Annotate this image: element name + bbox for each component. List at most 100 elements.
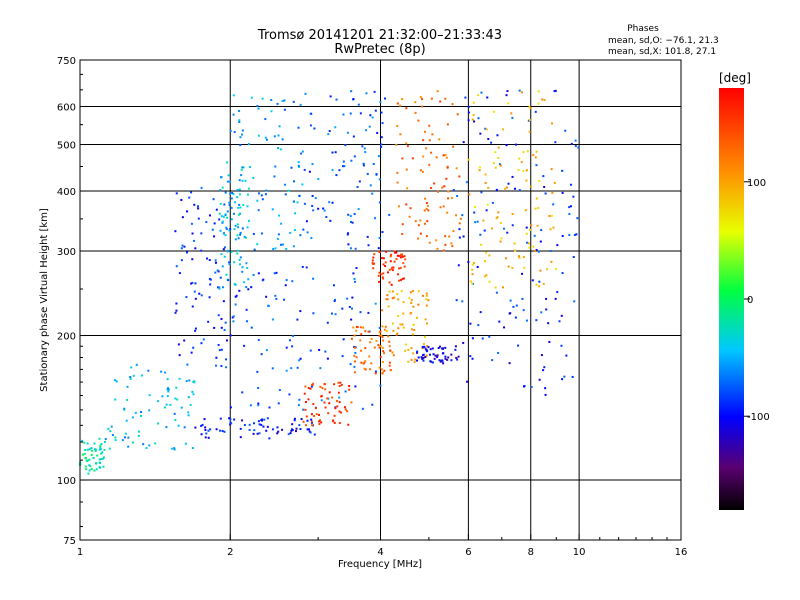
scatter-point [240, 174, 243, 177]
scatter-point [410, 358, 413, 361]
scatter-point [434, 354, 437, 357]
scatter-point [331, 201, 334, 204]
scatter-point [297, 126, 300, 129]
scatter-point [367, 244, 370, 247]
scatter-point [131, 416, 134, 419]
scatter-point [399, 133, 402, 136]
scatter-point [318, 423, 321, 426]
scatter-point [239, 206, 242, 209]
scatter-point [303, 392, 306, 395]
scatter-point [390, 267, 393, 270]
scatter-point [556, 291, 559, 294]
scatter-point [401, 277, 404, 280]
scatter-point [249, 404, 252, 407]
scatter-point [543, 98, 546, 101]
scatter-point [414, 358, 417, 361]
scatter-point [94, 448, 97, 451]
scatter-point [252, 432, 255, 435]
scatter-point [301, 265, 304, 268]
scatter-point [218, 287, 221, 290]
scatter-point [239, 256, 242, 259]
scatter-point [174, 230, 177, 233]
scatter-point [402, 312, 405, 315]
scatter-point [532, 245, 535, 248]
scatter-point [553, 90, 556, 93]
scatter-point [425, 207, 428, 210]
scatter-point [243, 281, 246, 284]
scatter-point [406, 145, 409, 148]
scatter-point [297, 161, 300, 164]
scatter-point [525, 169, 528, 172]
scatter-point [142, 443, 145, 446]
scatter-point [511, 175, 514, 178]
scatter-point [234, 283, 237, 286]
scatter-point [454, 348, 457, 351]
scatter-point [192, 380, 195, 383]
scatter-point [181, 216, 184, 219]
scatter-point [349, 247, 352, 250]
scatter-point [382, 350, 385, 353]
scatter-point [353, 365, 356, 368]
scatter-point [551, 122, 554, 125]
scatter-point [305, 220, 308, 223]
scatter-point [283, 183, 286, 186]
scatter-point [229, 423, 232, 426]
scatter-point [303, 168, 306, 171]
scatter-point [148, 409, 151, 412]
scatter-point [223, 329, 226, 332]
scatter-point [229, 129, 232, 132]
scatter-point [348, 385, 351, 388]
scatter-point [335, 174, 338, 177]
scatter-point [293, 180, 296, 183]
scatter-point [380, 334, 383, 337]
scatter-point [337, 391, 340, 394]
scatter-point [371, 192, 374, 195]
scatter-point [353, 346, 356, 349]
scatter-point [191, 232, 194, 235]
scatter-point [560, 314, 563, 317]
scatter-point [258, 432, 261, 435]
scatter-point [180, 247, 183, 250]
scatter-point [544, 192, 547, 195]
scatter-point [522, 385, 525, 388]
scatter-point [419, 169, 422, 172]
scatter-point [310, 385, 313, 388]
scatter-point [229, 228, 232, 231]
scatter-point [83, 441, 86, 444]
scatter-point [93, 442, 96, 445]
scatter-point [367, 311, 370, 314]
scatter-point [242, 166, 245, 169]
scatter-point [336, 405, 339, 408]
scatter-point [553, 181, 556, 184]
scatter-point [252, 422, 255, 425]
x-tick-label: 8 [528, 547, 534, 558]
scatter-point [291, 428, 294, 431]
scatter-point [518, 189, 521, 192]
scatter-point [241, 129, 244, 132]
scatter-point [305, 424, 308, 427]
scatter-point [260, 232, 263, 235]
scatter-point [429, 348, 432, 351]
scatter-point [333, 414, 336, 417]
scatter-point [461, 300, 464, 303]
scatter-point [522, 169, 525, 172]
scatter-point [363, 147, 366, 150]
scatter-point [399, 279, 402, 282]
scatter-point [487, 137, 490, 140]
scatter-point [446, 211, 449, 214]
y-tick-label: 300 [57, 247, 76, 258]
scatter-point [391, 269, 394, 272]
scatter-point [401, 98, 404, 101]
scatter-point [225, 366, 228, 369]
scatter-point [543, 366, 546, 369]
scatter-point [221, 265, 224, 268]
scatter-point [207, 320, 210, 323]
scatter-point [224, 321, 227, 324]
scatter-point [451, 245, 454, 248]
scatter-point [397, 254, 400, 257]
scatter-point [252, 273, 255, 276]
scatter-point [535, 197, 538, 200]
scatter-point [424, 355, 427, 358]
scatter-point [534, 156, 537, 159]
scatter-point [543, 185, 546, 188]
